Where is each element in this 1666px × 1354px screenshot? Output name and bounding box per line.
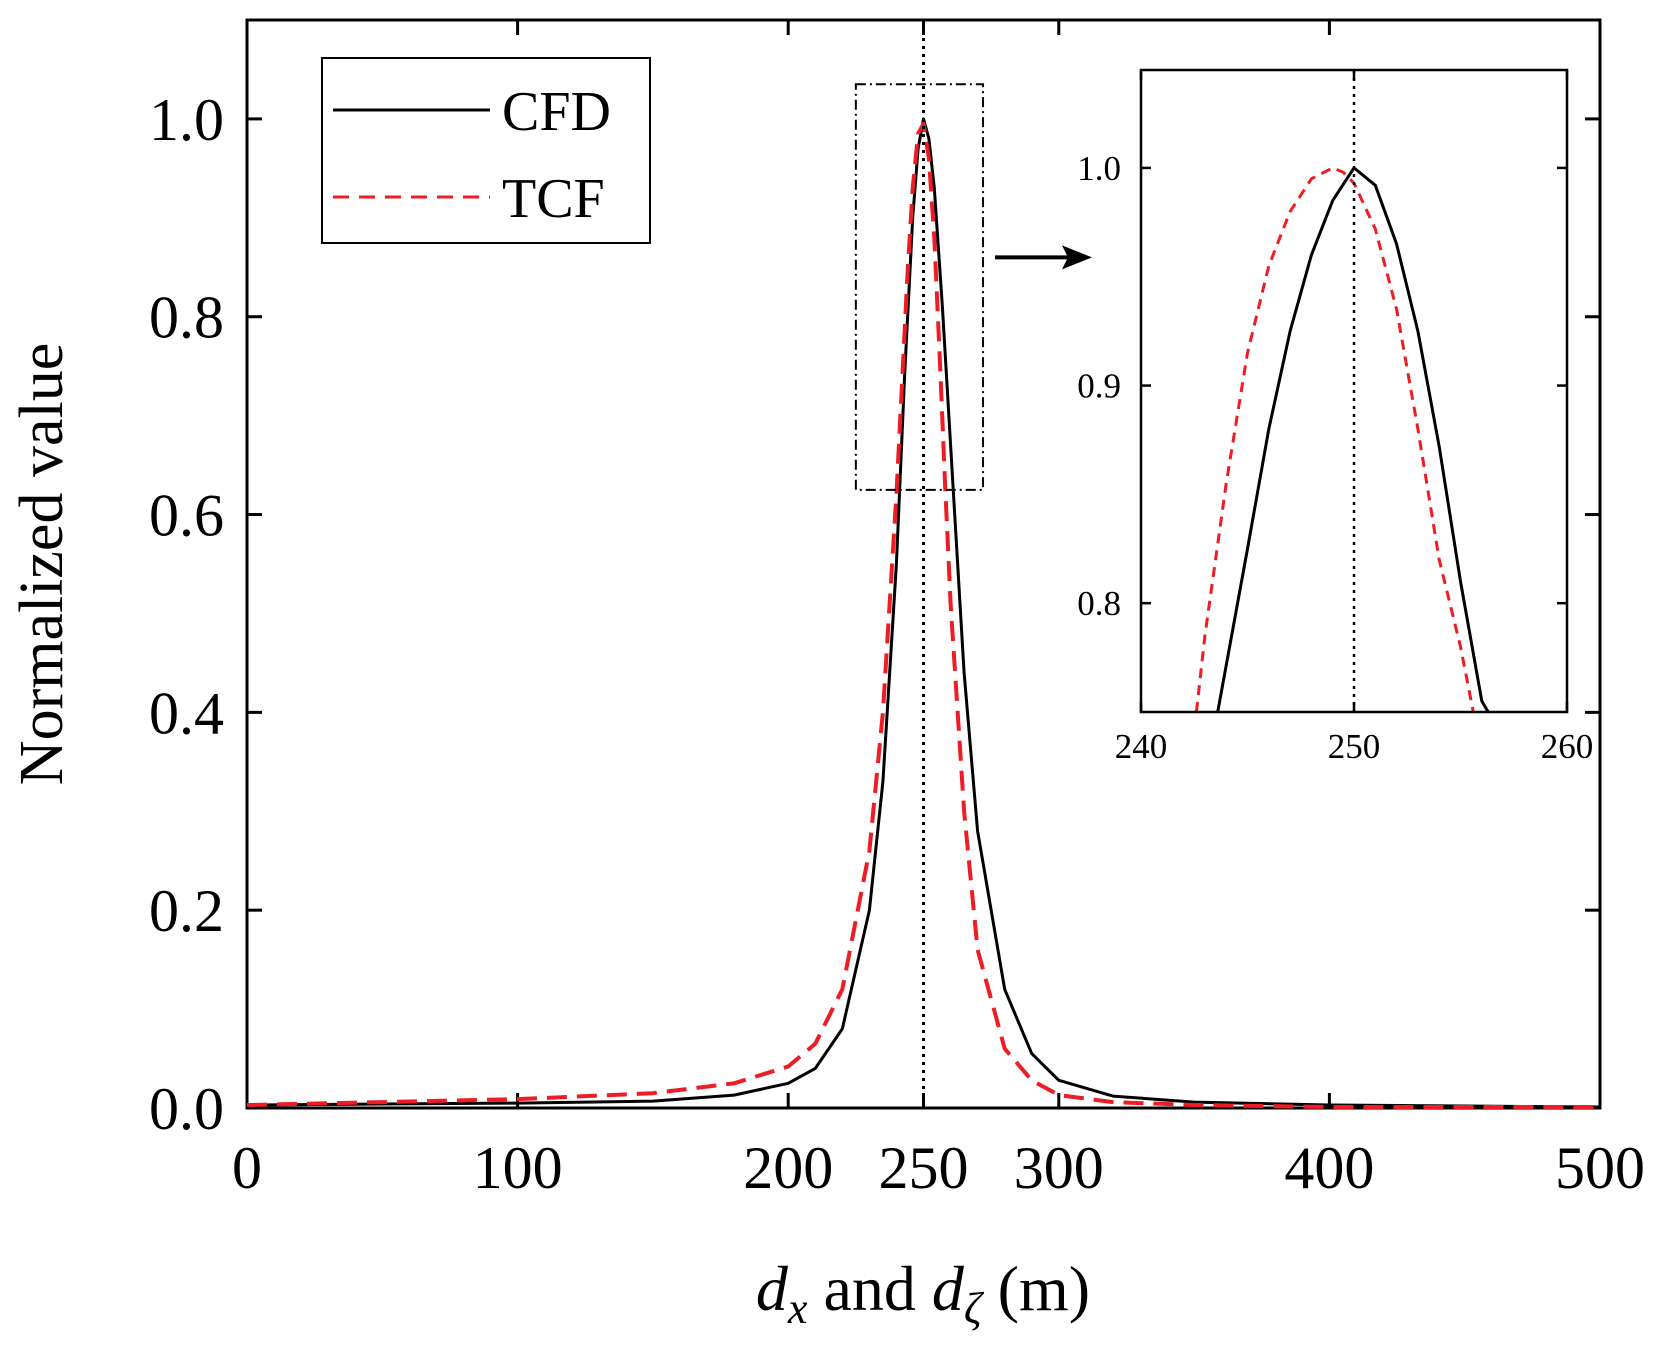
x-axis-label-part: and: [807, 1253, 931, 1324]
x-axis-label: dx and dζ (m): [756, 1253, 1090, 1333]
inset-x-tick-labels: 240 250 260: [1115, 727, 1594, 766]
x-tick-label: 200: [743, 1135, 833, 1201]
zoom-box: [854, 83, 985, 491]
x-tick-label: 400: [1284, 1135, 1374, 1201]
x-tick-label: 250: [879, 1135, 969, 1201]
y-tick-label: 0.0: [149, 1076, 224, 1142]
y-tick-label: 0.8: [149, 285, 224, 351]
x-tick-label: 0: [232, 1135, 262, 1201]
x-axis-label-part: x: [787, 1284, 808, 1333]
main-x-tick-labels: 0 100 200 250 300 400 500: [232, 1135, 1645, 1201]
zoom-arrow-head: [1062, 245, 1092, 270]
inset-series-line-tcf: [1194, 166, 1475, 713]
main-y-tick-labels: 0.0 0.2 0.4 0.6 0.8 1.0: [149, 87, 224, 1142]
inset-x-tick-label: 250: [1328, 727, 1381, 766]
x-axis-label-part: d: [756, 1253, 789, 1324]
inset-plot: 240 250 260 0.8 0.9 1.0: [1077, 68, 1594, 766]
inset-x-tick-label: 240: [1115, 727, 1168, 766]
y-tick-label: 0.6: [149, 483, 224, 549]
x-tick-label: 300: [1014, 1135, 1104, 1201]
y-tick-label: 0.2: [149, 878, 224, 944]
main-plot: 0 100 200 250 300 400 500 0.0 0.2 0.4 0.6 0.8 1.0: [149, 18, 1645, 1201]
x-axis-label-part: d: [932, 1253, 965, 1324]
main-annotations: [854, 22, 1092, 1108]
y-tick-label: 0.4: [149, 680, 224, 746]
inset-y-tick-label: 0.8: [1077, 584, 1121, 623]
x-tick-label: 500: [1555, 1135, 1645, 1201]
y-axis-label: Normalized value: [8, 343, 76, 785]
inset-series-line-cfd: [1216, 166, 1490, 713]
x-axis-label-part: ζ: [964, 1284, 985, 1333]
series-line-tcf: [246, 121, 1600, 1109]
inset-x-tick-label: 260: [1541, 727, 1594, 766]
inset-y-tick-label: 1.0: [1077, 149, 1121, 188]
x-axis-label-part: (m): [982, 1253, 1090, 1324]
legend-label-tcf: TCF: [502, 168, 605, 230]
y-tick-label: 1.0: [149, 87, 224, 153]
legend: CFD TCF: [321, 57, 651, 244]
legend-box: [321, 57, 651, 244]
inset-series-layer: [1194, 70, 1490, 713]
inset-frame: [1139, 68, 1569, 714]
inset-y-tick-label: 0.9: [1077, 367, 1121, 406]
inset-y-tick-labels: 0.8 0.9 1.0: [1077, 149, 1121, 623]
legend-label-cfd: CFD: [502, 81, 611, 143]
x-tick-label: 100: [473, 1135, 563, 1201]
